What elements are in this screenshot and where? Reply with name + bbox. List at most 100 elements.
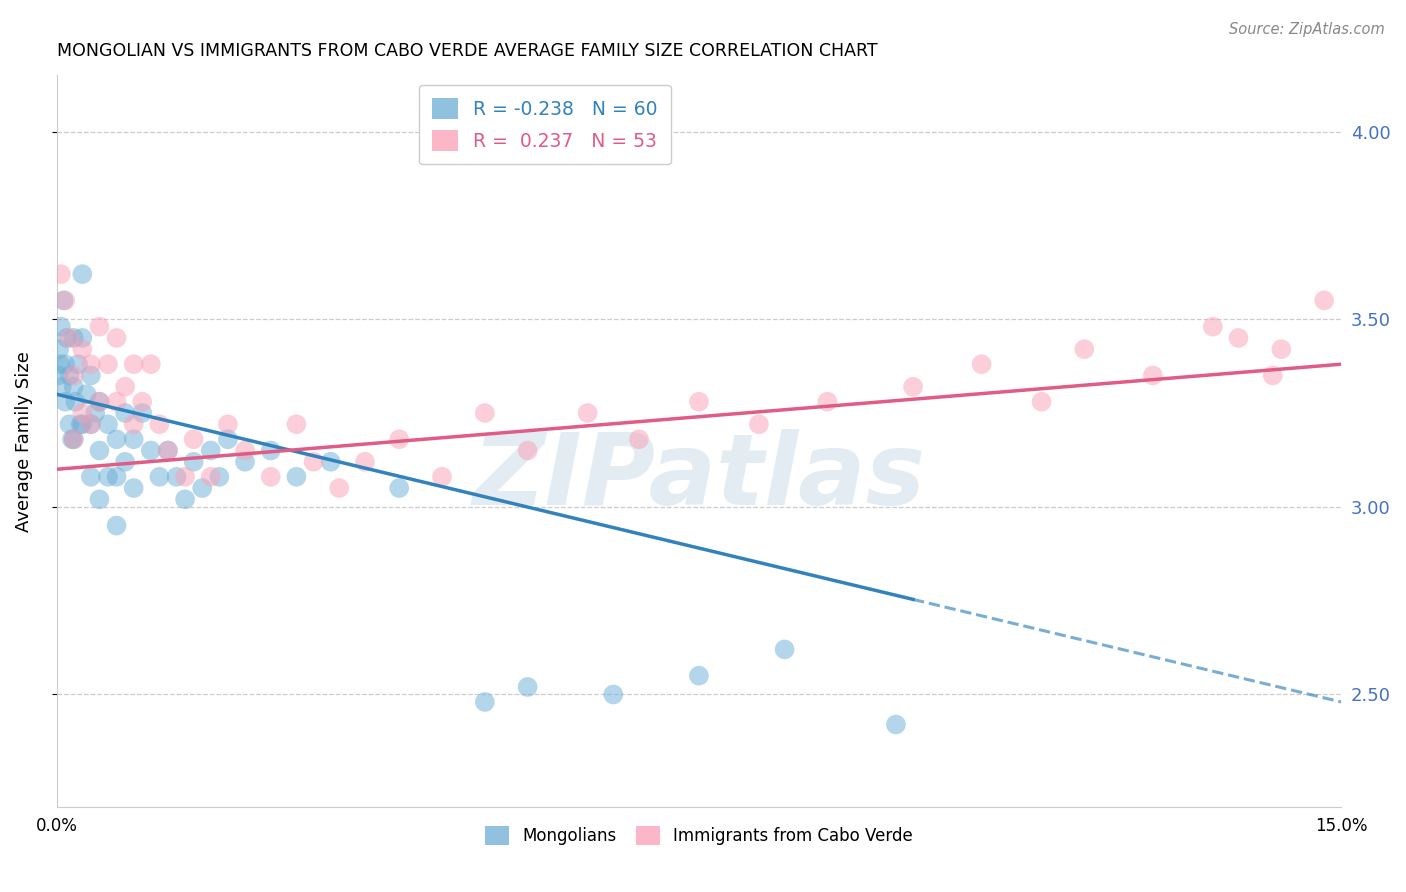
Point <box>516 443 538 458</box>
Point <box>52 293 75 308</box>
Point <box>80 357 103 371</box>
Point <box>72 406 94 420</box>
Point <box>884 717 907 731</box>
Point <box>970 357 993 371</box>
Point <box>105 331 128 345</box>
Point <box>97 417 120 432</box>
Point <box>474 695 496 709</box>
Text: Source: ZipAtlas.com: Source: ZipAtlas.com <box>1229 22 1385 37</box>
Point <box>748 417 770 432</box>
Point <box>688 669 710 683</box>
Point <box>62 380 84 394</box>
Point <box>388 432 411 446</box>
Point <box>1347 304 1369 318</box>
Point <box>80 470 103 484</box>
Point <box>114 455 136 469</box>
Point <box>233 455 256 469</box>
Point <box>174 492 197 507</box>
Point <box>1313 293 1336 308</box>
Point <box>89 319 111 334</box>
Point <box>602 688 624 702</box>
Text: MONGOLIAN VS IMMIGRANTS FROM CABO VERDE AVERAGE FAMILY SIZE CORRELATION CHART: MONGOLIAN VS IMMIGRANTS FROM CABO VERDE … <box>56 42 877 60</box>
Point <box>53 293 76 308</box>
Point <box>1270 342 1292 356</box>
Point <box>105 394 128 409</box>
Point <box>166 470 188 484</box>
Point <box>1372 319 1395 334</box>
Point <box>260 470 283 484</box>
Point <box>148 417 170 432</box>
Point <box>233 443 256 458</box>
Point <box>1142 368 1164 383</box>
Point <box>122 357 145 371</box>
Legend: Mongolians, Immigrants from Cabo Verde: Mongolians, Immigrants from Cabo Verde <box>477 818 921 854</box>
Point <box>65 394 87 409</box>
Point <box>62 368 84 383</box>
Point <box>285 470 308 484</box>
Point <box>58 331 80 345</box>
Point <box>815 394 838 409</box>
Point <box>62 432 84 446</box>
Point <box>80 417 103 432</box>
Point <box>105 518 128 533</box>
Point <box>76 387 98 401</box>
Point <box>49 267 72 281</box>
Point <box>200 470 222 484</box>
Point <box>49 319 72 334</box>
Point <box>114 406 136 420</box>
Point <box>97 357 120 371</box>
Point <box>105 470 128 484</box>
Point <box>1202 319 1225 334</box>
Point <box>53 357 76 371</box>
Point <box>51 380 73 394</box>
Point <box>122 417 145 432</box>
Point <box>122 481 145 495</box>
Point <box>1227 331 1250 345</box>
Point <box>89 394 111 409</box>
Point <box>328 481 350 495</box>
Point <box>131 394 153 409</box>
Point <box>131 406 153 420</box>
Point <box>260 443 283 458</box>
Point <box>183 455 205 469</box>
Point <box>62 432 84 446</box>
Point <box>773 642 796 657</box>
Point <box>319 455 342 469</box>
Point <box>105 432 128 446</box>
Point <box>1261 368 1284 383</box>
Point <box>56 331 79 345</box>
Point <box>49 357 72 371</box>
Point <box>48 342 70 356</box>
Point <box>354 455 377 469</box>
Point <box>62 331 84 345</box>
Point <box>72 331 94 345</box>
Point <box>1073 342 1095 356</box>
Point <box>576 406 599 420</box>
Point <box>388 481 411 495</box>
Point <box>53 394 76 409</box>
Point <box>430 470 453 484</box>
Point <box>174 470 197 484</box>
Point <box>474 406 496 420</box>
Point <box>217 417 239 432</box>
Point <box>139 443 162 458</box>
Point <box>72 267 94 281</box>
Point <box>156 443 179 458</box>
Y-axis label: Average Family Size: Average Family Size <box>15 351 32 532</box>
Point <box>148 470 170 484</box>
Point <box>688 394 710 409</box>
Point <box>302 455 325 469</box>
Point <box>89 443 111 458</box>
Point <box>60 432 83 446</box>
Point <box>89 492 111 507</box>
Point <box>183 432 205 446</box>
Point <box>46 368 69 383</box>
Point <box>901 380 924 394</box>
Point <box>89 394 111 409</box>
Point <box>516 680 538 694</box>
Point <box>139 357 162 371</box>
Point <box>122 432 145 446</box>
Point <box>191 481 214 495</box>
Point <box>208 470 231 484</box>
Point <box>627 432 650 446</box>
